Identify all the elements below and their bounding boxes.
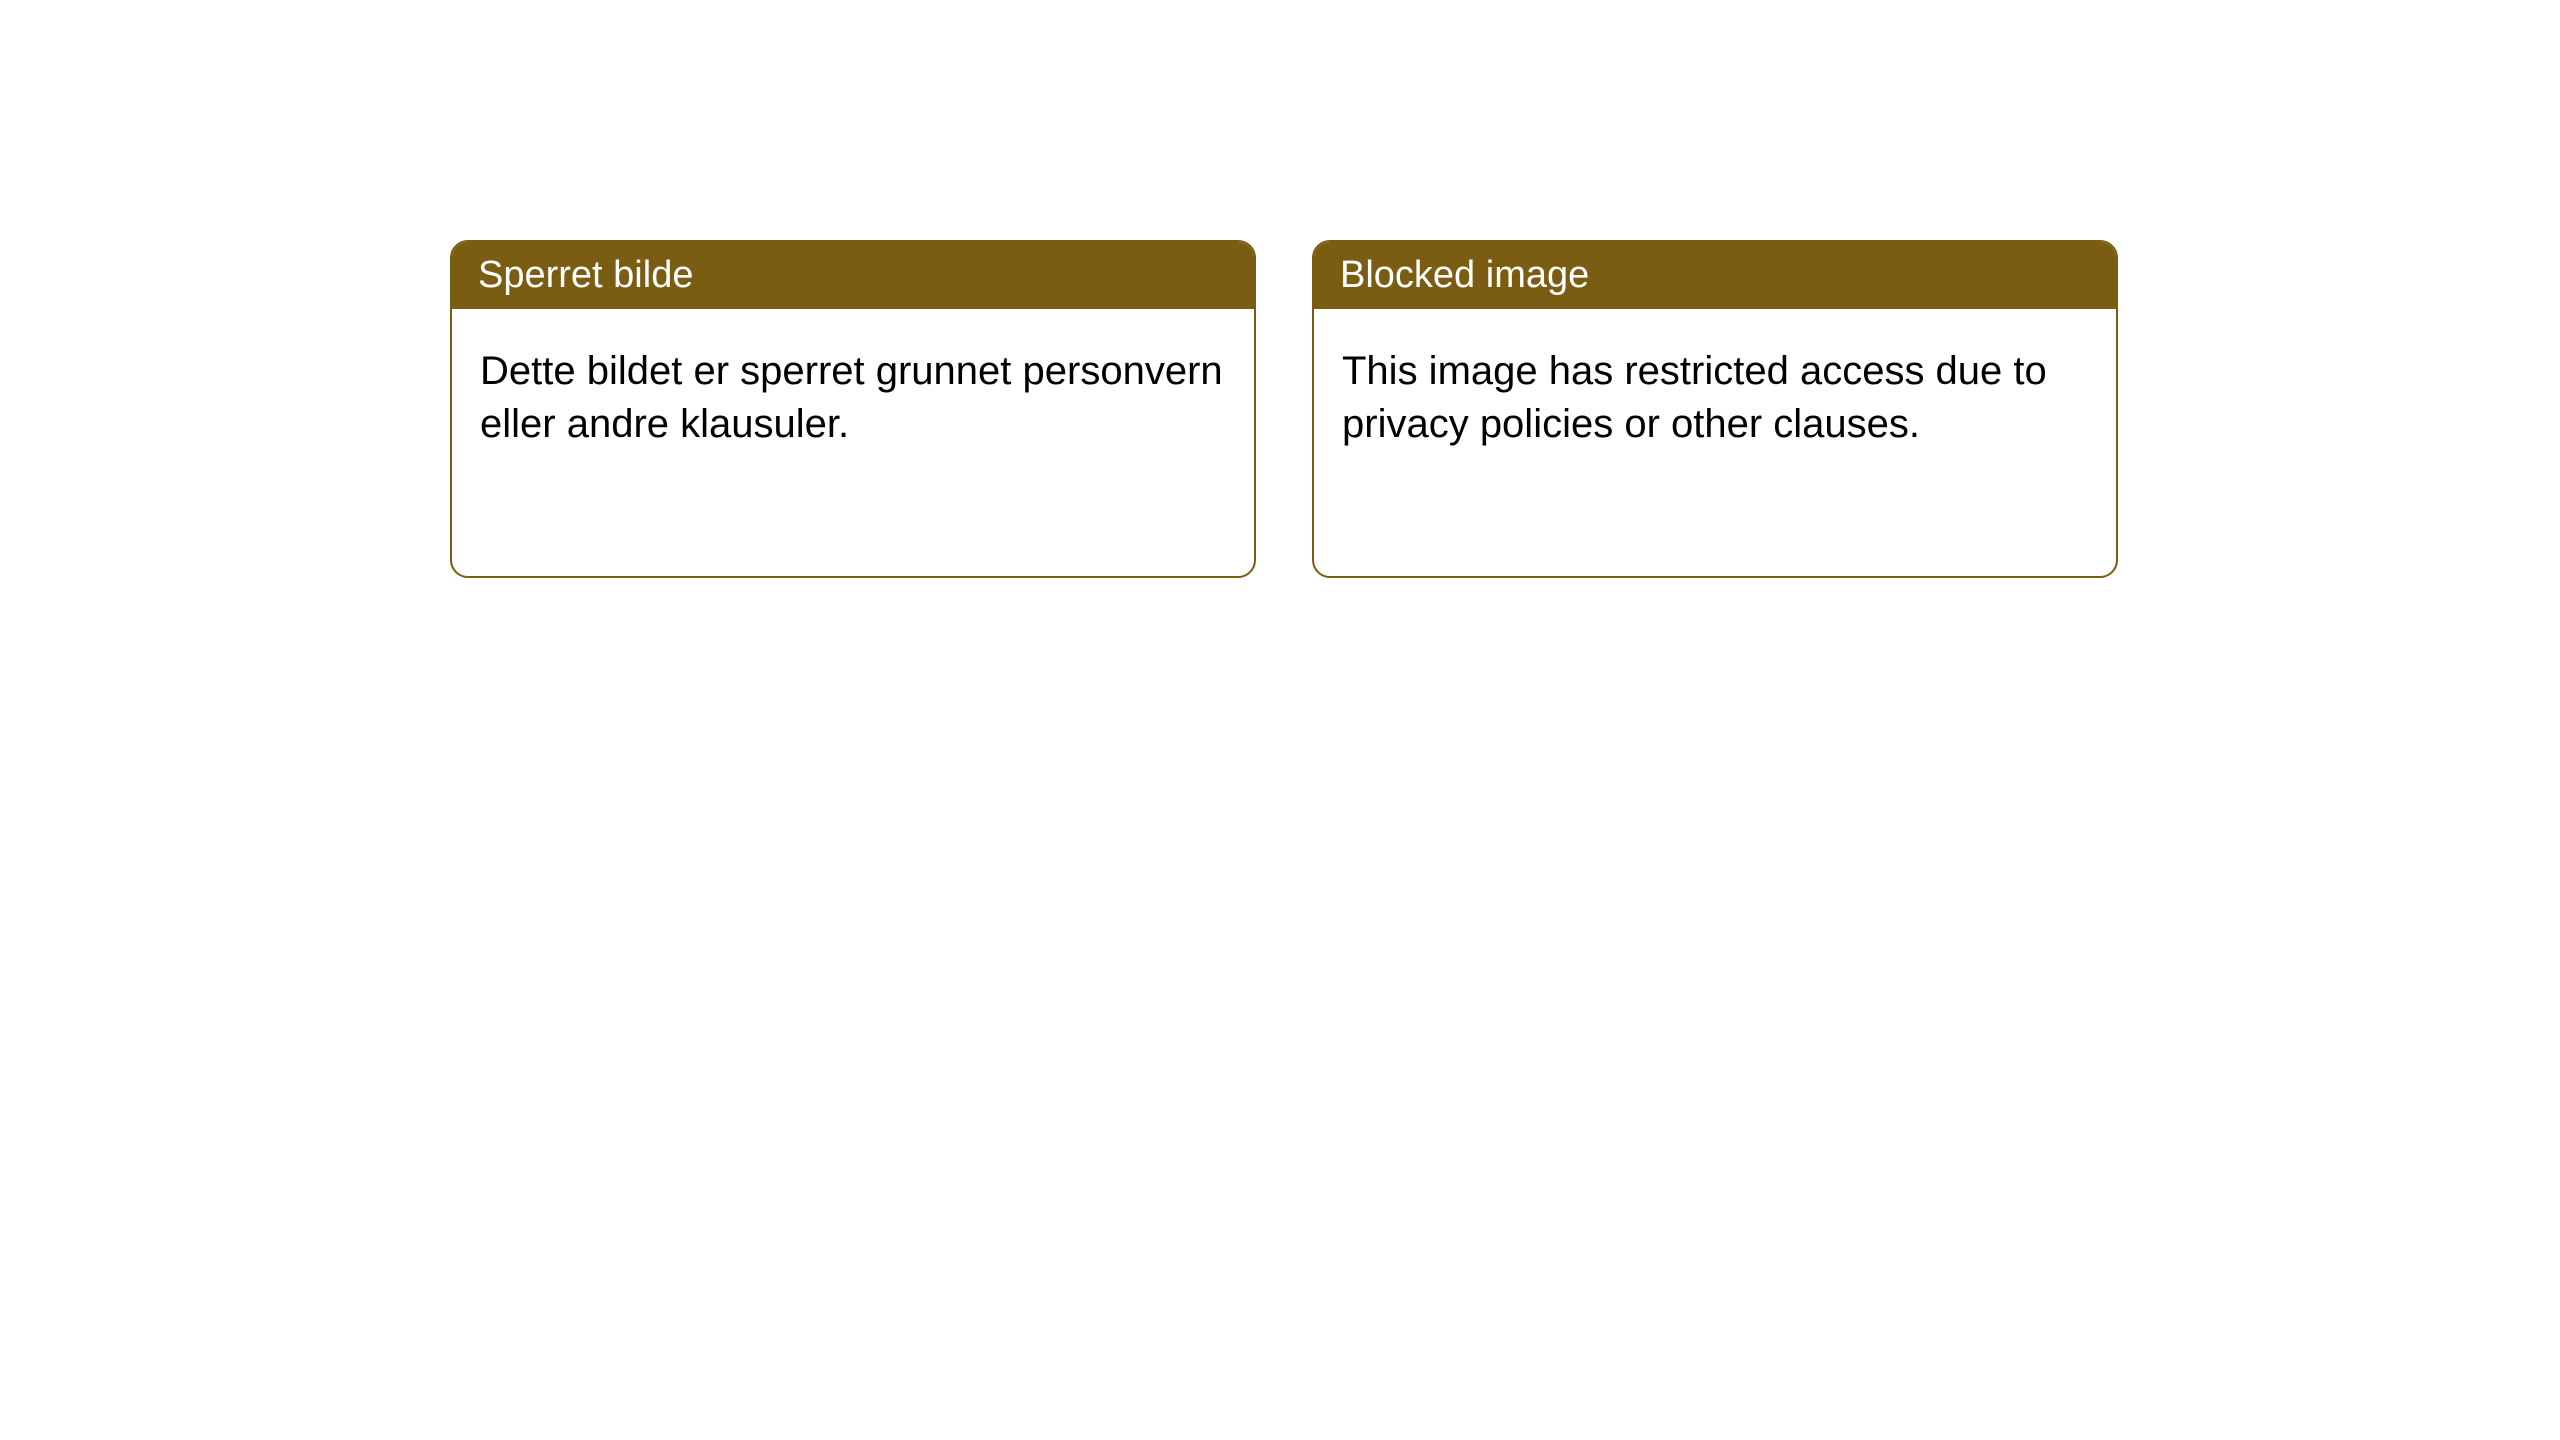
notice-card-title-en: Blocked image (1340, 254, 1589, 296)
notice-card-title-no: Sperret bilde (478, 254, 693, 296)
notice-card-text-en: This image has restricted access due to … (1342, 349, 2047, 446)
notice-card-no: Sperret bilde Dette bildet er sperret gr… (450, 240, 1256, 578)
notice-card-en: Blocked image This image has restricted … (1312, 240, 2118, 578)
notice-card-body-no: Dette bildet er sperret grunnet personve… (452, 309, 1254, 487)
notice-card-header-en: Blocked image (1314, 242, 2116, 309)
notice-cards-container: Sperret bilde Dette bildet er sperret gr… (450, 240, 2118, 578)
notice-card-header-no: Sperret bilde (452, 242, 1254, 309)
notice-card-text-no: Dette bildet er sperret grunnet personve… (480, 349, 1223, 446)
notice-card-body-en: This image has restricted access due to … (1314, 309, 2116, 487)
